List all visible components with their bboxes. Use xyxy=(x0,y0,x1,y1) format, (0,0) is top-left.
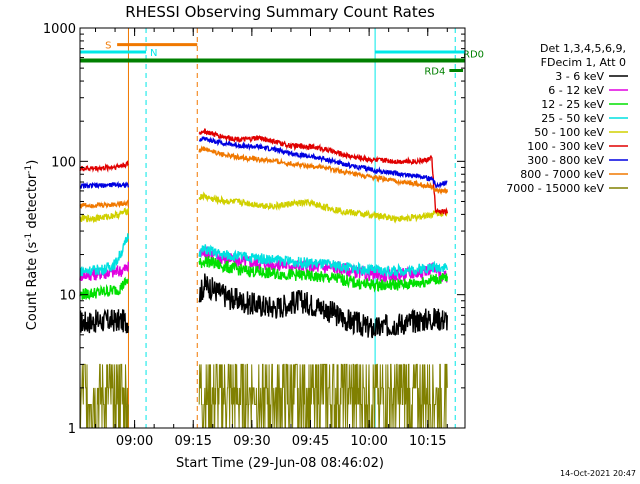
x-tick-label: 09:00 xyxy=(116,434,153,449)
series-line-6 xyxy=(79,136,448,190)
x-tick-label: 09:15 xyxy=(174,434,211,449)
y-tick-label: 100 xyxy=(51,155,76,170)
rd4-label: RD4 xyxy=(424,67,445,78)
series-line-5 xyxy=(79,128,448,217)
rd0-label: RD0 xyxy=(463,50,484,61)
footer-timestamp: 14-Oct-2021 20:47 xyxy=(560,469,636,478)
series-line-7 xyxy=(79,145,448,210)
plot-frame xyxy=(79,27,466,429)
svg-text:Count Rate (s-1 detector-1): Count Rate (s-1 detector-1) xyxy=(24,160,40,331)
legend-label: 6 - 12 keV xyxy=(548,84,604,97)
y-tick-label: 1000 xyxy=(43,22,76,37)
legend-label: 12 - 25 keV xyxy=(541,98,604,111)
legend: Det 1,3,4,5,6,9,FDecim 1, Att 03 - 6 keV… xyxy=(506,42,628,195)
y-tick-label: 1 xyxy=(68,422,76,437)
legend-label: 100 - 300 keV xyxy=(527,140,604,153)
legend-label: 7000 - 15000 keV xyxy=(506,182,604,195)
y-axis-label: Count Rate (s-1 detector-1) xyxy=(24,160,40,331)
series-line-1 xyxy=(79,246,448,284)
legend-label: 800 - 7000 keV xyxy=(520,168,604,181)
x-tick-label: 10:15 xyxy=(409,434,446,449)
legend-label: 50 - 100 keV xyxy=(534,126,604,139)
legend-label: 300 - 800 keV xyxy=(527,154,604,167)
series-line-0 xyxy=(79,273,448,339)
series-line-8 xyxy=(79,363,448,429)
series-line-4 xyxy=(79,191,448,224)
night-label: N xyxy=(150,48,157,59)
series-line-2 xyxy=(79,256,448,301)
x-axis-label: Start Time (29-Jun-08 08:46:02) xyxy=(176,456,384,471)
legend-label: 25 - 50 keV xyxy=(541,112,604,125)
saa-label: S xyxy=(105,41,111,52)
plot-series xyxy=(79,128,448,429)
series-line-3 xyxy=(79,233,448,279)
legend-header-line: Det 1,3,4,5,6,9, xyxy=(540,42,626,55)
chart-title: RHESSI Observing Summary Count Rates xyxy=(125,3,435,21)
axes: 1 10 100 1000 09:00 09:15 09:30 09:45 10:00 10:15 xyxy=(43,22,466,449)
status-bars: RD0 N S RD4 xyxy=(80,28,484,428)
legend-label: 3 - 6 keV xyxy=(555,70,604,83)
legend-header-line: FDecim 1, Att 0 xyxy=(541,56,626,69)
x-tick-label: 10:00 xyxy=(350,434,387,449)
x-tick-label: 09:30 xyxy=(233,434,270,449)
x-tick-label: 09:45 xyxy=(292,434,329,449)
y-tick-label: 10 xyxy=(59,289,76,304)
